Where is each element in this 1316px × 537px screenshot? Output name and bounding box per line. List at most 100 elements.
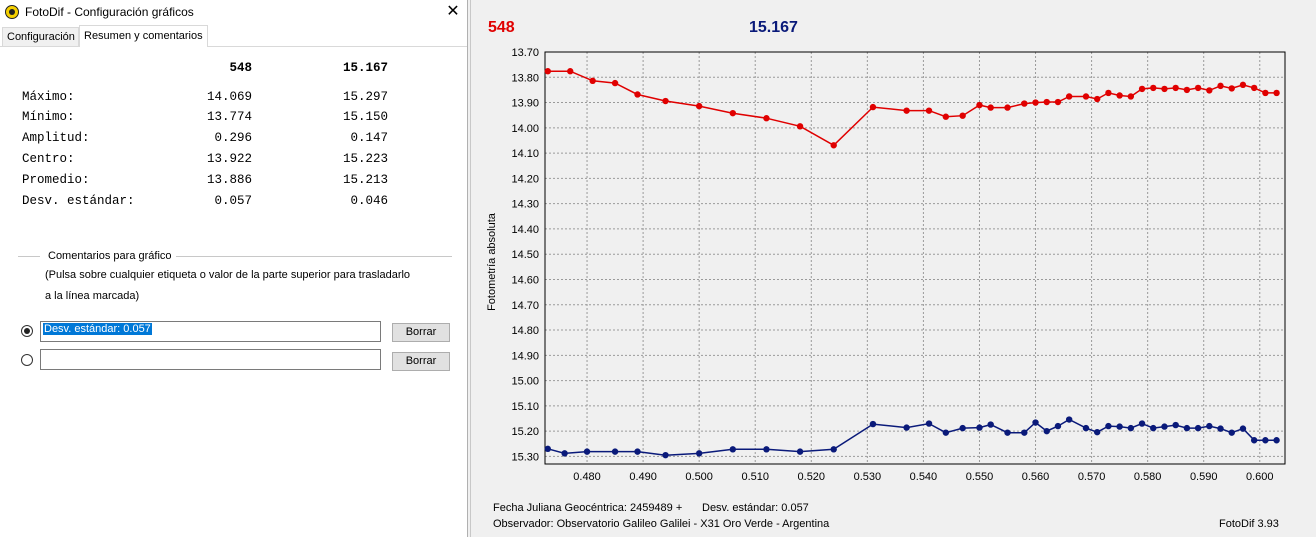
summary-value-amplitud-b[interactable]: 0.147 <box>350 131 388 145</box>
data-point-red <box>987 104 994 111</box>
summary-value-centro-a[interactable]: 13.922 <box>206 152 252 166</box>
y-tick-label: 14.60 <box>511 274 539 286</box>
data-point-blue <box>662 451 669 459</box>
data-point-blue <box>1065 416 1073 423</box>
data-point-red <box>903 107 910 114</box>
tab-bar: Configuración Resumen y comentarios <box>0 24 467 47</box>
comment-line-2-input[interactable] <box>40 349 381 370</box>
summary-value-promedio-b[interactable]: 15.213 <box>342 173 388 187</box>
comments-hint-line2: a la línea marcada) <box>45 290 140 302</box>
fotodif-app-icon <box>5 5 19 19</box>
x-tick-label: 0.480 <box>573 471 601 483</box>
data-point-red <box>1206 87 1213 94</box>
x-tick-label: 0.570 <box>1078 471 1106 483</box>
data-point-blue <box>1183 424 1191 432</box>
data-point-blue <box>1054 422 1062 430</box>
data-point-blue <box>1172 421 1179 429</box>
summary-label-amplitud[interactable]: Amplitud: <box>22 131 90 145</box>
y-tick-label: 13.80 <box>511 72 539 84</box>
y-tick-label: 15.30 <box>511 451 539 463</box>
data-point-red <box>1043 98 1050 106</box>
x-tick-label: 0.560 <box>1022 471 1050 483</box>
data-point-red <box>1004 104 1011 111</box>
data-point-blue <box>1239 425 1247 432</box>
data-point-blue <box>1021 429 1028 436</box>
data-point-red <box>763 115 770 122</box>
borrar-button-2[interactable]: Borrar <box>392 352 450 371</box>
data-point-blue <box>1004 429 1011 436</box>
footer-app-version: FotoDif 3.93 <box>1219 518 1279 530</box>
data-point-red <box>1093 95 1101 103</box>
x-tick-label: 0.540 <box>910 471 938 483</box>
footer-observer: Observador: Observatorio Galileo Galilei… <box>493 518 830 530</box>
data-point-blue <box>611 448 619 455</box>
data-point-red <box>1228 85 1235 92</box>
summary-value-desv-b[interactable]: 0.046 <box>350 194 388 208</box>
y-tick-label: 15.00 <box>511 376 539 388</box>
summary-label-desv[interactable]: Desv. estándar: <box>22 194 135 208</box>
data-point-blue <box>1273 437 1280 444</box>
groupbox-border-right <box>176 256 452 257</box>
data-point-red <box>1250 84 1258 92</box>
data-point-red <box>1138 85 1146 93</box>
data-point-blue <box>869 420 877 428</box>
summary-label-minimo[interactable]: Mínimo: <box>22 110 75 124</box>
tab-configuracion[interactable]: Configuración <box>2 27 79 46</box>
summary-value-maximo-a[interactable]: 14.069 <box>206 90 252 104</box>
summary-label-maximo[interactable]: Máximo: <box>22 90 75 104</box>
data-point-blue <box>695 450 703 457</box>
data-point-red <box>1172 84 1179 92</box>
data-point-red <box>544 68 552 75</box>
summary-value-minimo-b[interactable]: 15.150 <box>342 110 388 124</box>
close-icon[interactable]: ✕ <box>446 3 460 20</box>
data-point-blue <box>830 446 837 453</box>
summary-label-centro[interactable]: Centro: <box>22 152 75 166</box>
summary-value-amplitud-a[interactable]: 0.296 <box>214 131 252 145</box>
data-point-blue <box>763 446 770 453</box>
data-point-red <box>959 112 966 119</box>
summary-value-minimo-a[interactable]: 13.774 <box>206 110 252 124</box>
comment-line-1-radio[interactable] <box>21 325 33 337</box>
ticks-layer: 13.70 13.80 13.90 14.00 14.10 14.20 14.30 14.40… <box>511 47 1273 483</box>
summary-value-maximo-b[interactable]: 15.297 <box>342 90 388 104</box>
data-point-blue <box>1138 420 1146 427</box>
data-point-red <box>1161 85 1168 93</box>
summary-value-promedio-a[interactable]: 13.886 <box>206 173 252 187</box>
data-point-blue <box>1217 425 1224 432</box>
y-axis-label: Fotometría absoluta <box>486 212 498 311</box>
data-point-blue <box>583 448 591 455</box>
data-point-blue <box>729 446 737 453</box>
data-point-blue <box>1032 419 1039 426</box>
x-tick-label: 0.520 <box>798 471 826 483</box>
data-point-blue <box>1194 424 1202 432</box>
data-point-blue <box>796 448 804 455</box>
x-tick-label: 0.490 <box>629 471 657 483</box>
data-point-red <box>662 97 669 105</box>
header-label-15167[interactable]: 15.167 <box>749 19 798 36</box>
comment-line-1-input[interactable]: Desv. estándar: 0.057 <box>40 321 381 342</box>
summary-value-centro-b[interactable]: 15.223 <box>342 152 388 166</box>
lightcurve-chart: 13.70 13.80 13.90 14.00 14.10 14.20 14.30 14.40… <box>486 19 1286 530</box>
data-point-blue <box>1116 423 1123 430</box>
header-label-548[interactable]: 548 <box>488 19 515 36</box>
borrar-button-1[interactable]: Borrar <box>392 323 450 342</box>
data-point-red <box>925 107 933 114</box>
footer-std-dev: Desv. estándar: 0.057 <box>702 502 809 514</box>
summary-value-desv-a[interactable]: 0.057 <box>214 194 252 208</box>
data-point-red <box>1183 86 1191 94</box>
x-tick-label: 0.500 <box>685 471 713 483</box>
data-point-red <box>1054 98 1062 106</box>
data-point-red <box>611 79 619 87</box>
comments-hint-line1: (Pulsa sobre cualquier etiqueta o valor … <box>45 269 411 281</box>
x-tick-label: 0.580 <box>1134 471 1162 483</box>
groupbox-border-left <box>18 256 40 257</box>
data-point-blue <box>959 424 966 432</box>
summary-header-15167[interactable]: 15.167 <box>342 61 388 75</box>
y-tick-label: 14.70 <box>511 300 539 312</box>
summary-header-548[interactable]: 548 <box>229 61 252 75</box>
tab-resumen-comentarios[interactable]: Resumen y comentarios <box>79 25 208 47</box>
y-tick-label: 15.20 <box>511 426 539 438</box>
summary-label-promedio[interactable]: Promedio: <box>22 173 90 187</box>
x-tick-label: 0.530 <box>854 471 882 483</box>
comment-line-2-radio[interactable] <box>21 354 33 366</box>
